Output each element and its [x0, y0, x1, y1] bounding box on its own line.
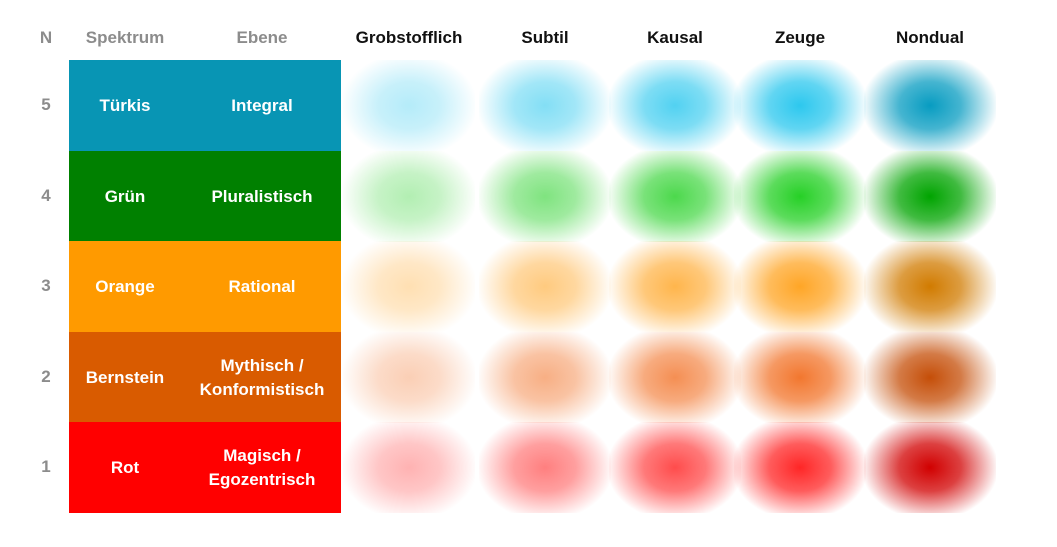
state-cell [864, 422, 996, 513]
level-label: Rational [228, 276, 296, 296]
spectrum-label: Rot [110, 457, 140, 477]
header-state-zeuge: Zeuge [774, 28, 826, 47]
state-cell [864, 151, 996, 242]
state-cell [479, 151, 611, 242]
state-cell [734, 241, 866, 332]
band-orange: Orange Rational [69, 241, 341, 332]
level-label: Magisch / Egozentrisch [208, 445, 316, 489]
row-number: 2 [41, 367, 51, 386]
band-türkis: Türkis Integral [69, 60, 341, 151]
state-cell [609, 241, 741, 332]
header-spectrum: Spektrum [85, 28, 165, 47]
state-cell [734, 151, 866, 242]
header-n: N [39, 28, 53, 47]
header-state-kausal: Kausal [647, 28, 703, 47]
state-cell [864, 241, 996, 332]
header-state-subtil: Subtil [521, 28, 569, 47]
level-label: Integral [231, 95, 293, 115]
state-cell [734, 60, 866, 151]
row-number: 5 [41, 95, 51, 114]
state-cell [864, 332, 996, 423]
state-cell [734, 422, 866, 513]
band-grün: Grün Pluralistisch [69, 151, 341, 242]
spectrum-label: Orange [95, 276, 155, 296]
state-cell [609, 422, 741, 513]
row-number: 3 [41, 276, 51, 295]
level-label: Mythisch / Konformistisch [199, 355, 325, 399]
state-cell [343, 151, 475, 242]
state-cell [864, 60, 996, 151]
state-cell [609, 151, 741, 242]
state-cell [609, 60, 741, 151]
state-cell [479, 241, 611, 332]
spectrum-label: Bernstein [85, 367, 165, 387]
spectrum-label: Türkis [99, 95, 151, 115]
state-cell [479, 60, 611, 151]
row-number: 1 [41, 457, 51, 476]
level-label: Pluralistisch [211, 186, 313, 206]
header-level: Ebene [236, 28, 288, 47]
header-state-nondual: Nondual [896, 28, 964, 47]
state-cell [343, 422, 475, 513]
state-cell [343, 332, 475, 423]
state-cell [734, 332, 866, 423]
state-cell [343, 60, 475, 151]
row-number: 4 [41, 186, 51, 205]
state-cell [343, 241, 475, 332]
band-bernstein: Bernstein Mythisch / Konformistisch [69, 332, 341, 423]
band-rot: Rot Magisch / Egozentrisch [69, 422, 341, 513]
state-cell [609, 332, 741, 423]
state-cell [479, 332, 611, 423]
spectrum-label: Grün [104, 186, 146, 206]
header-state-grobstofflich: Grobstofflich [355, 28, 463, 47]
state-cell [479, 422, 611, 513]
